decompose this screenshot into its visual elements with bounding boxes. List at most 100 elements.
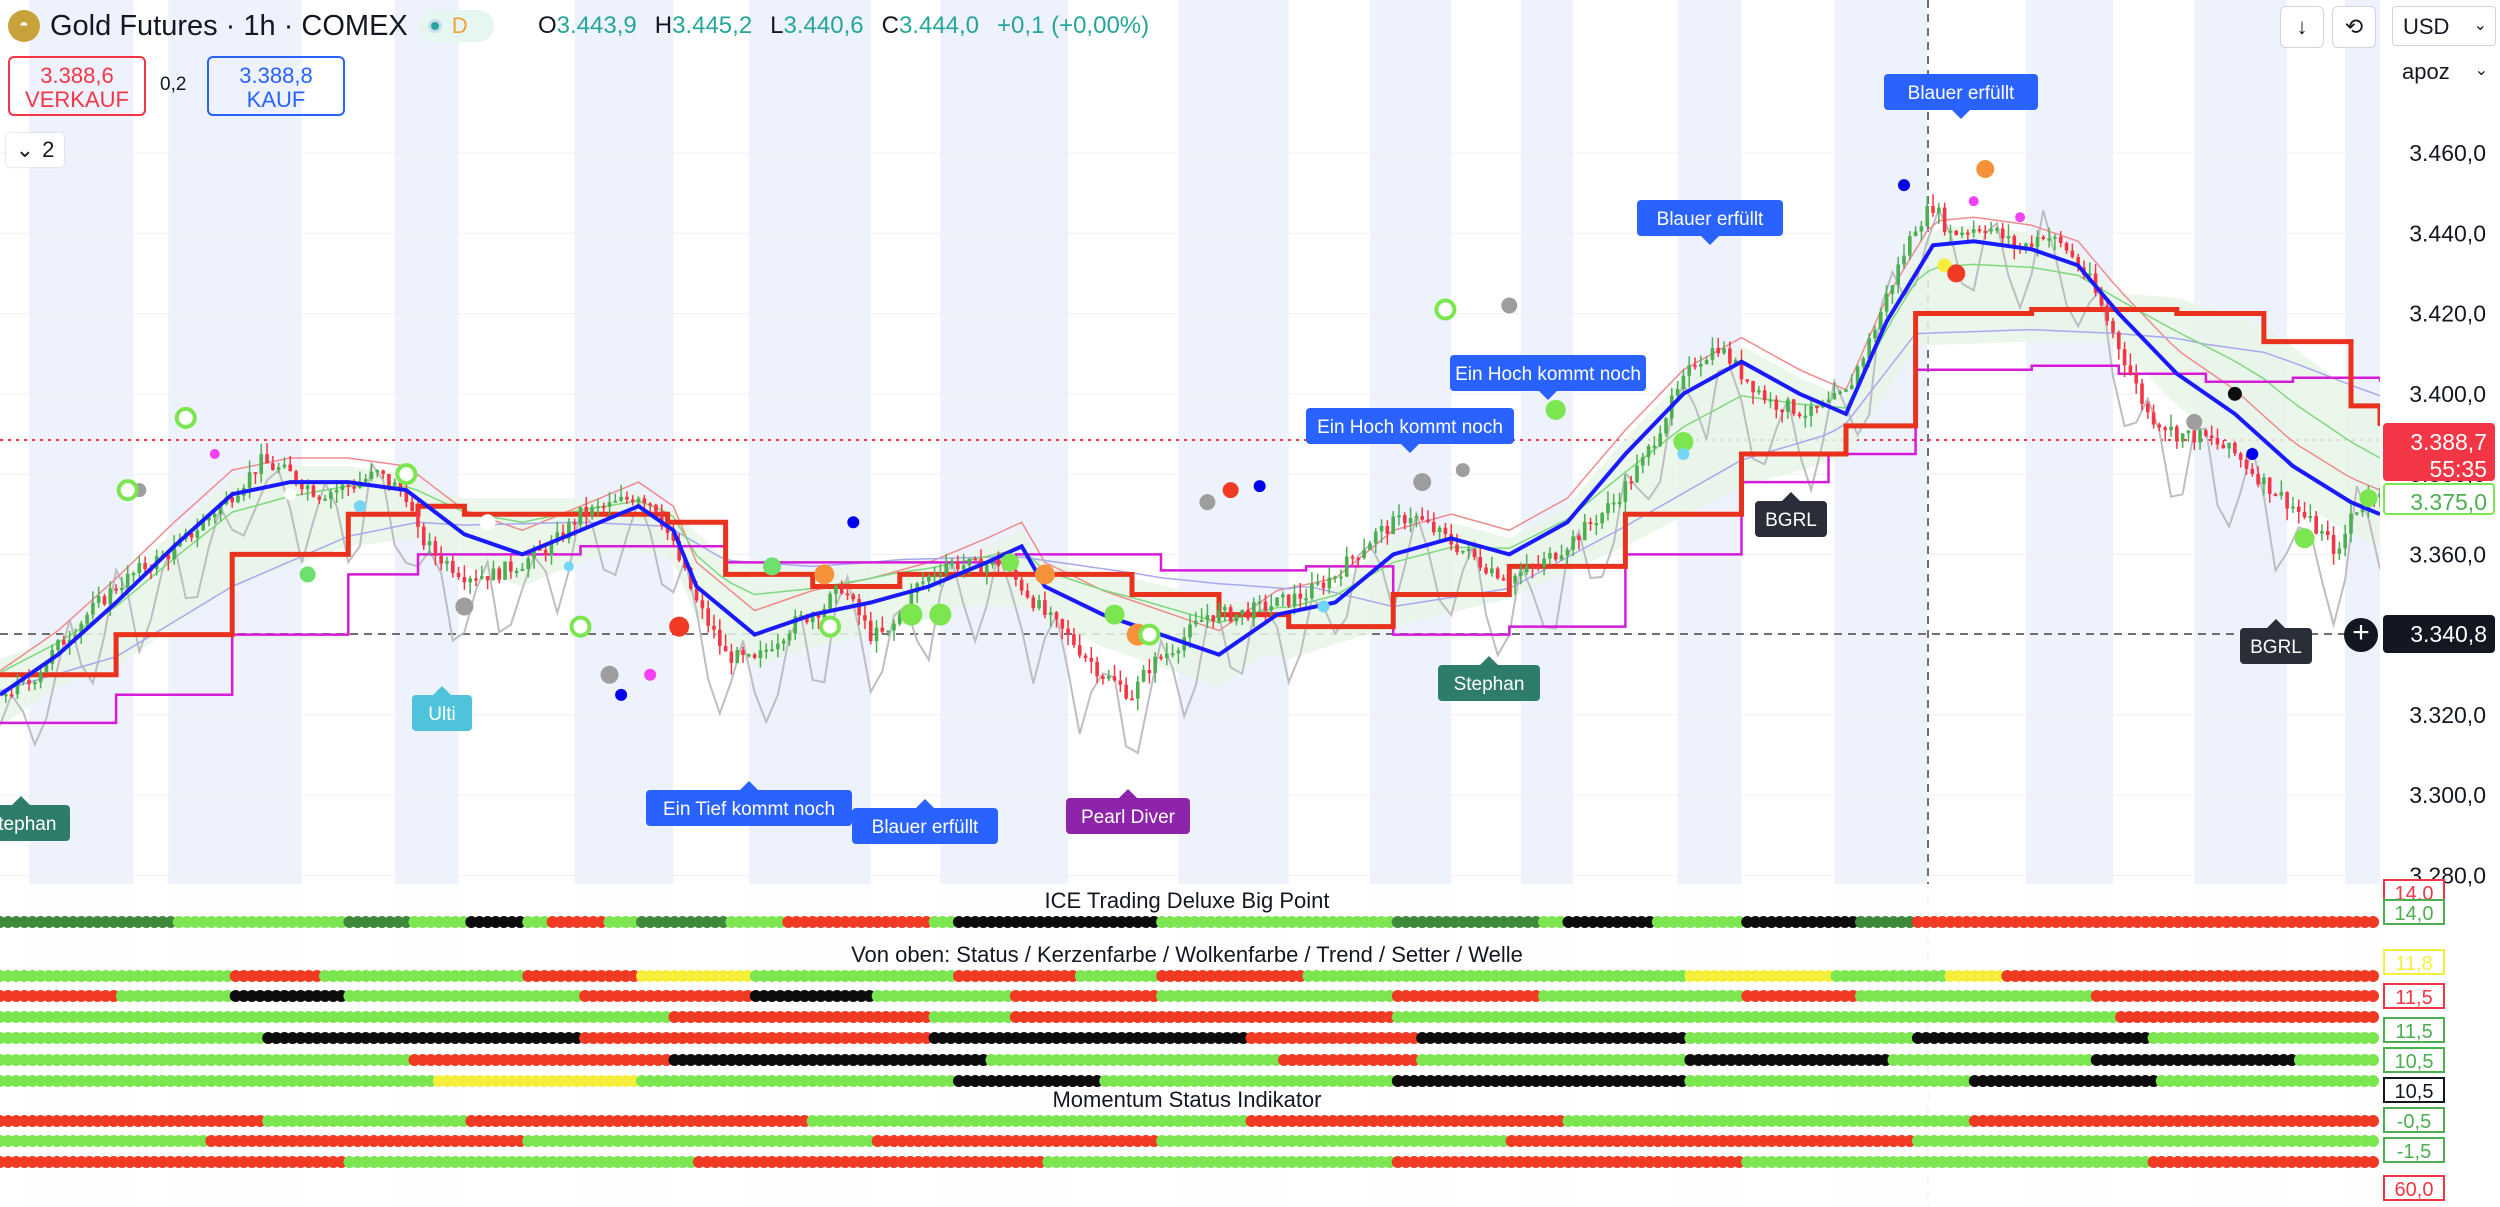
- candle-body: [468, 578, 472, 583]
- candle-body: [236, 495, 240, 503]
- candle-body: [973, 558, 978, 561]
- candle-body: [329, 492, 333, 499]
- candle-body: [1310, 583, 1314, 599]
- tag-box: [1884, 74, 2038, 110]
- currency-select[interactable]: USD ⌄: [2392, 6, 2496, 46]
- candle-body: [1855, 366, 1860, 386]
- candle-body: [247, 472, 252, 488]
- candle-body: [2227, 442, 2231, 449]
- candle-body: [1559, 555, 1564, 560]
- indicator-dot: [2367, 1032, 2380, 1044]
- candle-body: [195, 530, 200, 538]
- candle-body: [4, 694, 8, 697]
- candle-body: [2314, 516, 2318, 534]
- candle-body: [300, 482, 304, 490]
- candle-body: [363, 478, 368, 482]
- ma-price-label: 3.375,0: [2410, 489, 2487, 515]
- candle-body: [706, 608, 710, 626]
- candle-body: [1106, 676, 1111, 679]
- indicator-dot: [2367, 1075, 2380, 1087]
- candle-body: [828, 593, 832, 609]
- candle-body: [1495, 568, 1500, 579]
- candle-body: [172, 546, 176, 560]
- candle-body: [1524, 565, 1529, 573]
- candle-body: [346, 484, 351, 487]
- candle-body: [1321, 582, 1326, 589]
- candle-body: [1942, 207, 1947, 232]
- candle-body: [2233, 442, 2237, 454]
- annotation-tag: Pearl Diver: [1066, 789, 1190, 834]
- candle-body: [1240, 609, 1245, 615]
- symbol-header[interactable]: ◓ Gold Futures · 1h · COMEX D: [8, 6, 494, 46]
- candle-body: [2035, 236, 2040, 247]
- candle-body: [2053, 236, 2057, 239]
- buy-button[interactable]: 3.388,8 KAUF: [207, 56, 345, 116]
- candle-body: [2151, 412, 2156, 425]
- candle-body: [741, 650, 745, 655]
- candle-body: [91, 602, 95, 615]
- candle-body: [526, 558, 531, 569]
- candle-body: [1066, 628, 1070, 635]
- candle-body: [2221, 444, 2226, 449]
- signal-marker: [455, 597, 474, 616]
- candle-body: [2325, 531, 2330, 536]
- candle-body: [2360, 508, 2365, 513]
- candle-body: [857, 598, 861, 616]
- signal-marker: [299, 566, 316, 583]
- candle-body: [1902, 255, 1906, 265]
- crosshair-add-button[interactable]: +: [2344, 618, 2378, 652]
- signal-marker: [2294, 528, 2315, 549]
- candle-body: [1089, 657, 1094, 662]
- candle-body: [1414, 516, 1419, 519]
- signal-marker: [2246, 448, 2259, 461]
- candle-body: [352, 486, 356, 489]
- candle-body: [1205, 615, 1210, 621]
- chevron-down-icon: ⌄: [15, 137, 35, 162]
- price-tick-label: 3.400,0: [2409, 381, 2486, 407]
- candle-body: [532, 548, 536, 559]
- candle-body: [1878, 311, 1883, 330]
- candle-body: [1443, 527, 1448, 535]
- candle-body: [2099, 292, 2104, 306]
- candle-body: [1582, 522, 1587, 541]
- candle-body: [1054, 612, 1059, 620]
- candle-body: [433, 541, 438, 556]
- candle-body: [723, 645, 728, 652]
- indicators-collapse-button[interactable]: ⌄ 2: [6, 133, 64, 167]
- candle-body: [1722, 348, 1726, 354]
- candle-body: [683, 560, 687, 568]
- candle-body: [1513, 575, 1517, 584]
- candle-body: [2285, 492, 2289, 509]
- signal-marker: [1034, 564, 1055, 585]
- tag-pointer: [1401, 444, 1419, 453]
- candle-body: [9, 694, 14, 697]
- candle-body: [1217, 610, 1221, 622]
- market-status-badge[interactable]: D: [417, 10, 494, 42]
- download-button[interactable]: ↓: [2280, 6, 2324, 48]
- unit-select[interactable]: apoz ⌄: [2392, 52, 2496, 92]
- candle-body: [688, 567, 693, 589]
- candle-body: [845, 593, 850, 596]
- candle-body: [1234, 614, 1239, 622]
- replay-button[interactable]: ⟲: [2332, 6, 2376, 48]
- candle-body: [2308, 516, 2313, 519]
- candle-body: [625, 496, 629, 500]
- indicator-panes-bg: [0, 884, 2380, 1207]
- candle-body: [2105, 305, 2109, 321]
- candle-body: [1896, 264, 1900, 286]
- candle-body: [1130, 698, 1134, 701]
- candle-body: [503, 561, 507, 580]
- candle-body: [125, 573, 130, 588]
- candle-body: [1257, 601, 1262, 604]
- candle-body: [450, 560, 455, 573]
- candle-body: [1356, 557, 1361, 560]
- candle-body: [1710, 347, 1715, 360]
- signal-ring: [1434, 298, 1457, 321]
- sell-button[interactable]: 3.388,6 VERKAUF: [8, 56, 146, 116]
- candle-body: [607, 502, 612, 507]
- candle-body: [1768, 399, 1773, 402]
- candle-body: [1292, 593, 1297, 607]
- pane-value-box: [2383, 1107, 2445, 1133]
- symbol-title: Gold Futures · 1h · COMEX: [50, 9, 408, 42]
